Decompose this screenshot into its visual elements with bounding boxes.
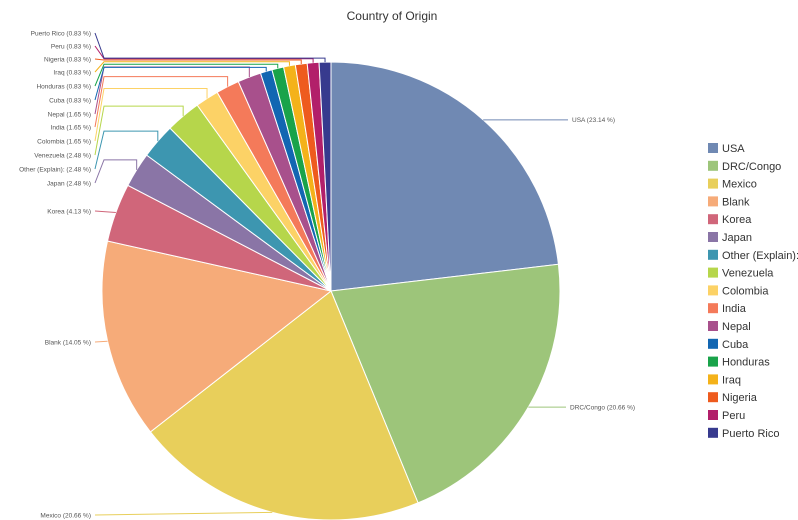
legend-label-colombia[interactable]: Colombia [722,285,769,297]
legend-label-india[interactable]: India [722,303,747,315]
data-labels: USA (23.14 %) DRC/Congo (20.66 %) Mexico (… [19,30,635,519]
leader-line-blank [94,340,108,343]
leader-line-iraq [94,61,290,73]
legend-swatch-korea[interactable] [708,214,718,225]
data-label-honduras: Honduras (0.83 %) [36,83,91,90]
legend-swatch-iraq[interactable] [708,374,718,385]
leader-line-mexico [94,511,273,516]
legend-swatch-usa[interactable] [708,143,718,153]
leader-line-cuba [94,66,267,101]
data-label-colombia: Colombia (1.65 %) [37,138,91,145]
leader-line-venezuela [94,105,184,156]
data-label-india: India (1.65 %) [51,124,91,131]
legend-label-usa[interactable]: USA [722,143,745,155]
legend-swatch-nepal[interactable] [708,321,718,331]
chart-title: Country of Origin [347,9,438,23]
leader-line-colombia [94,87,208,142]
leader-line-korea [94,210,116,214]
leader-lines [94,32,568,516]
legend-swatch-mexico[interactable] [708,178,718,189]
legend-label-japan[interactable]: Japan [722,232,752,244]
leader-line-japan [94,159,138,184]
legend-label-mexico[interactable]: Mexico [722,179,757,191]
leader-line-peru [94,45,314,63]
legend-swatch-peru[interactable] [708,410,718,420]
legend-swatch-cuba[interactable] [708,338,718,349]
pie-slice-drc-congo[interactable] [330,263,561,504]
legend-swatch-india[interactable] [708,303,718,314]
leader-line-india [94,76,229,128]
data-label-peru: Peru (0.83 %) [51,43,91,50]
legend-label-cuba[interactable]: Cuba [722,339,749,351]
legend-label-other-explain[interactable]: Other (Explain): [722,250,798,262]
legend-label-nigeria[interactable]: Nigeria [722,392,758,404]
data-label-cuba: Cuba (0.83 %) [49,97,91,104]
legend-label-venezuela[interactable]: Venezuela [722,268,774,280]
data-label-nigeria: Nigeria (0.83 %) [44,56,91,63]
legend-swatch-other-explain[interactable] [708,249,718,260]
legend-swatch-nigeria[interactable] [708,392,718,403]
leader-line-honduras [94,63,279,87]
data-label-venezuela: Venezuela (2.48 %) [34,152,91,159]
legend-swatch-puerto-rico[interactable] [708,427,718,438]
legend-label-drc-congo[interactable]: DRC/Congo [722,161,781,173]
legend-swatch-blank[interactable] [708,196,718,207]
legend-label-puerto-rico[interactable]: Puerto Rico [722,428,779,440]
legend-swatch-japan[interactable] [708,232,718,242]
legend-label-honduras[interactable]: Honduras [722,357,770,369]
data-label-blank: Blank (14.05 %) [45,339,91,346]
data-label-korea: Korea (4.13 %) [47,208,91,215]
pie-slices [101,61,561,520]
data-label-mexico: Mexico (20.66 %) [40,512,91,519]
legend-label-peru[interactable]: Peru [722,410,745,422]
legend-swatch-drc-congo[interactable] [708,160,718,171]
legend-label-korea[interactable]: Korea [722,214,752,226]
legend-swatch-venezuela[interactable] [708,267,718,278]
leader-line-nigeria [94,58,302,64]
legend-swatch-colombia[interactable] [708,285,718,296]
legend-swatch-honduras[interactable] [708,356,718,367]
leader-line-other-explain [94,130,159,170]
data-label-nepal: Nepal (1.65 %) [48,111,91,118]
legend-label-iraq[interactable]: Iraq [722,374,741,386]
data-label-iraq: Iraq (0.83 %) [53,69,91,76]
data-label-drc-congo: DRC/Congo (20.66 %) [570,404,635,411]
data-label-other-explain: Other (Explain): (2.48 %) [19,166,91,173]
data-label-usa: USA (23.14 %) [572,117,615,124]
legend-label-nepal[interactable]: Nepal [722,321,751,333]
leader-line-puerto-rico [94,32,326,63]
legend-label-blank[interactable]: Blank [722,196,750,208]
data-label-japan: Japan (2.48 %) [47,180,91,187]
pie-slice-blank[interactable] [101,240,333,433]
pie-slice-usa[interactable] [330,61,559,292]
legend: USA DRC/Congo Mexico Blank Korea Japan Other (… [708,143,798,440]
data-label-puerto-rico: Puerto Rico (0.83 %) [31,30,91,37]
